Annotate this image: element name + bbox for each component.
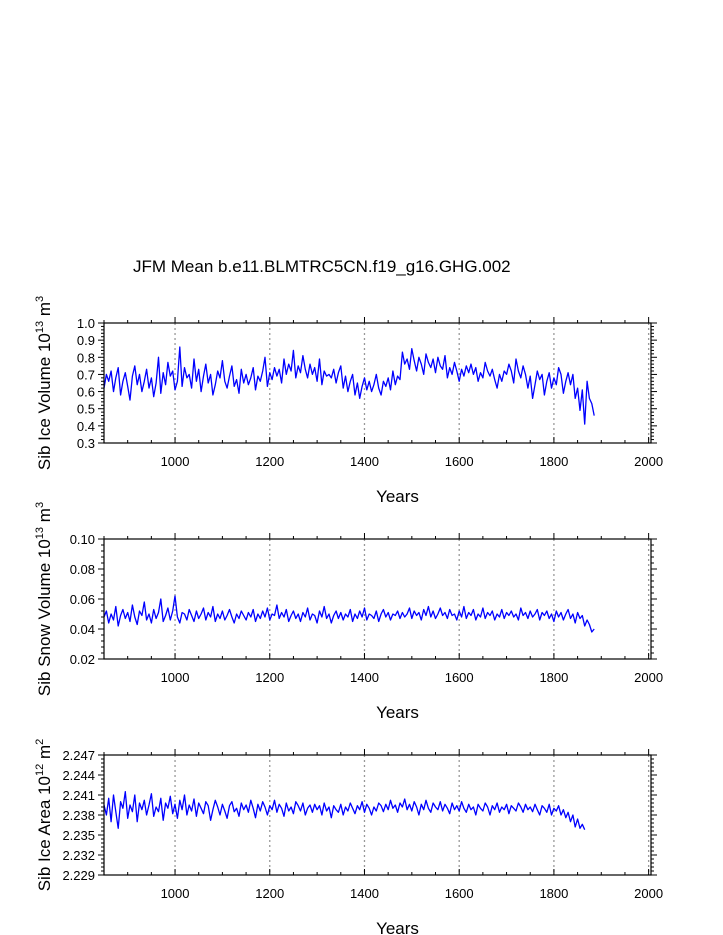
y-tick-label: 0.8 xyxy=(77,350,95,365)
x-tick-label: 1200 xyxy=(255,670,284,685)
plot-frame xyxy=(103,322,652,444)
y-axis-label: Sib Ice Area 1012 m2 xyxy=(34,739,54,892)
x-tick-label: 1200 xyxy=(255,886,284,901)
x-tick-label: 1800 xyxy=(539,454,568,469)
y-tick-label: 0.02 xyxy=(70,652,95,667)
y-tick-label: 2.238 xyxy=(62,808,95,823)
x-tick-label: 1200 xyxy=(255,454,284,469)
y-tick-label: 2.244 xyxy=(62,768,95,783)
x-axis-label: Years xyxy=(376,919,419,935)
x-tick-label: 2000 xyxy=(634,454,663,469)
y-tick-label: 2.247 xyxy=(62,748,95,763)
y-tick-label: 0.06 xyxy=(70,592,95,607)
x-tick-label: 1000 xyxy=(161,670,190,685)
y-axis-label: Sib Ice Volume 1013 m3 xyxy=(34,296,54,470)
x-tick-label: 1000 xyxy=(161,886,190,901)
y-tick-label: 2.232 xyxy=(62,848,95,863)
x-tick-label: 1400 xyxy=(350,670,379,685)
y-tick-label: 0.9 xyxy=(77,333,95,348)
series-line xyxy=(103,346,595,425)
x-tick-label: 1400 xyxy=(350,454,379,469)
x-tick-label: 1600 xyxy=(445,886,474,901)
y-tick-label: 0.10 xyxy=(70,532,95,547)
x-tick-label: 1800 xyxy=(539,886,568,901)
x-tick-label: 2000 xyxy=(634,886,663,901)
y-tick-label: 2.229 xyxy=(62,868,95,883)
figure-title: JFM Mean b.e11.BLMTRC5CN.f19_g16.GHG.002 xyxy=(133,257,511,276)
x-tick-label: 1600 xyxy=(445,454,474,469)
y-tick-label: 0.04 xyxy=(70,622,95,637)
x-tick-label: 1400 xyxy=(350,886,379,901)
chart-panel-3: 2.229 2.232 2.235 2.238 2.241 2.244 2.247 1000 1… xyxy=(34,739,663,935)
y-tick-label: 2.235 xyxy=(62,828,95,843)
y-tick-label: 0.7 xyxy=(77,367,95,382)
x-tick-label: 1600 xyxy=(445,670,474,685)
y-tick-label: 1.0 xyxy=(77,316,95,331)
y-tick-label: 0.08 xyxy=(70,562,95,577)
x-tick-label: 2000 xyxy=(634,670,663,685)
x-axis-label: Years xyxy=(376,703,419,722)
series-line xyxy=(103,595,595,633)
plot-frame xyxy=(103,538,652,660)
y-tick-label: 0.6 xyxy=(77,385,95,400)
series-line xyxy=(103,791,586,830)
y-tick-label: 2.241 xyxy=(62,788,95,803)
chart-panel-1: 0.3 0.4 0.5 0.6 0.7 0.8 0.9 1.0 1000 1200 1400 1600… xyxy=(34,296,663,506)
y-tick-label: 0.5 xyxy=(77,402,95,417)
y-tick-label: 0.4 xyxy=(77,419,95,434)
x-tick-label: 1800 xyxy=(539,670,568,685)
x-tick-label: 1000 xyxy=(161,454,190,469)
x-axis-label: Years xyxy=(376,487,419,506)
y-tick-label: 0.3 xyxy=(77,436,95,451)
y-axis-label: Sib Snow Volume 1013 m3 xyxy=(34,502,54,696)
chart-panel-2: 0.02 0.04 0.06 0.08 0.10 1000 1200 1400 1600 1800… xyxy=(34,502,663,722)
